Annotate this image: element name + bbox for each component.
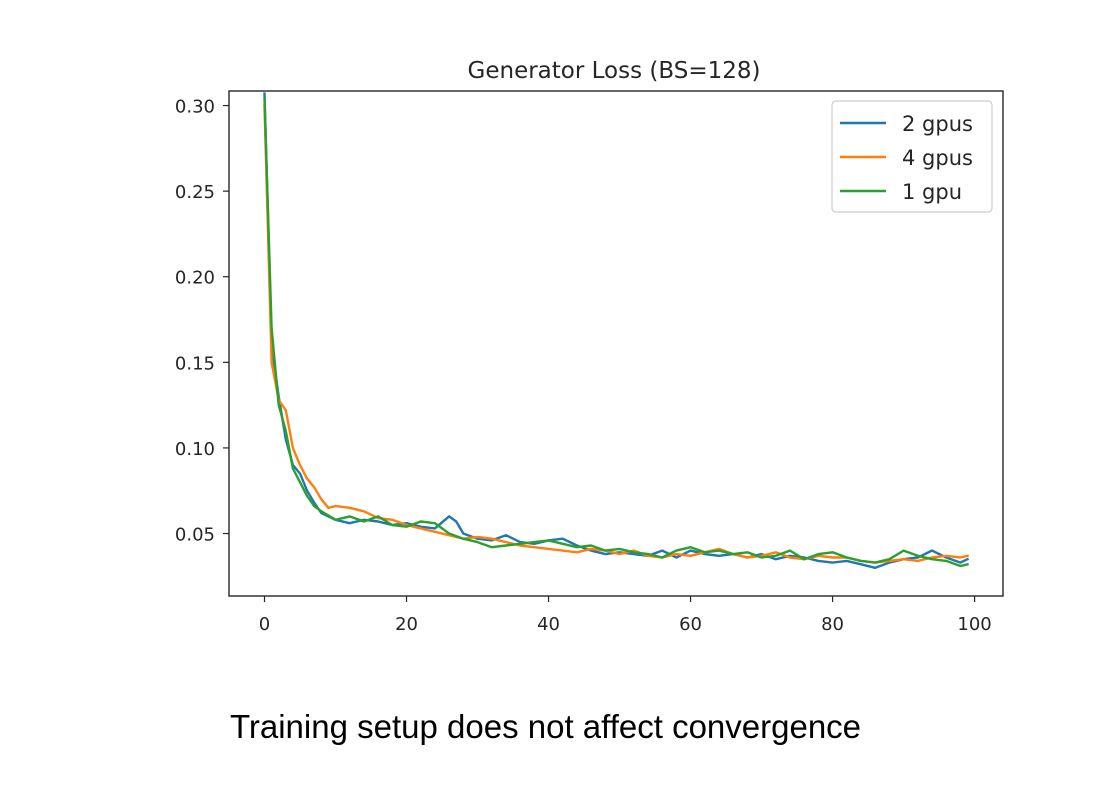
legend: 2 gpus 4 gpus 1 gpu [831,100,993,213]
x-axis: 0 20 40 60 80 100 [259,596,992,635]
chart-title: Generator Loss (BS=128) [468,58,761,84]
x-tick-label: 0 [259,614,270,635]
caption-text: Training setup does not affect convergen… [229,708,862,745]
legend-frame [831,100,993,213]
series-line-2 [263,97,969,568]
y-tick-label: 0.15 [175,353,215,374]
y-tick-label: 0.30 [175,97,215,118]
y-tick-label: 0.25 [175,182,215,203]
legend-label-2: 1 gpu [902,180,962,204]
x-tick-label: 40 [537,614,560,635]
x-tick-label: 20 [395,614,418,635]
legend-label-1: 4 gpus [902,146,973,170]
y-tick-label: 0.20 [175,268,215,289]
series-lines [263,92,970,569]
caption: Training setup does not affect convergen… [0,708,1117,746]
generator-loss-chart: Generator Loss (BS=128) 0 20 40 60 80 100 0.0… [175,58,1004,635]
plot-frame [228,90,1004,597]
legend-label-0: 2 gpus [902,112,973,136]
y-tick-label: 0.10 [175,439,215,460]
x-tick-label: 80 [821,614,844,635]
x-tick-label: 100 [957,614,991,635]
y-axis: 0.05 0.10 0.15 0.20 0.25 0.30 [175,97,229,546]
y-tick-label: 0.05 [175,525,215,546]
x-tick-label: 60 [679,614,702,635]
